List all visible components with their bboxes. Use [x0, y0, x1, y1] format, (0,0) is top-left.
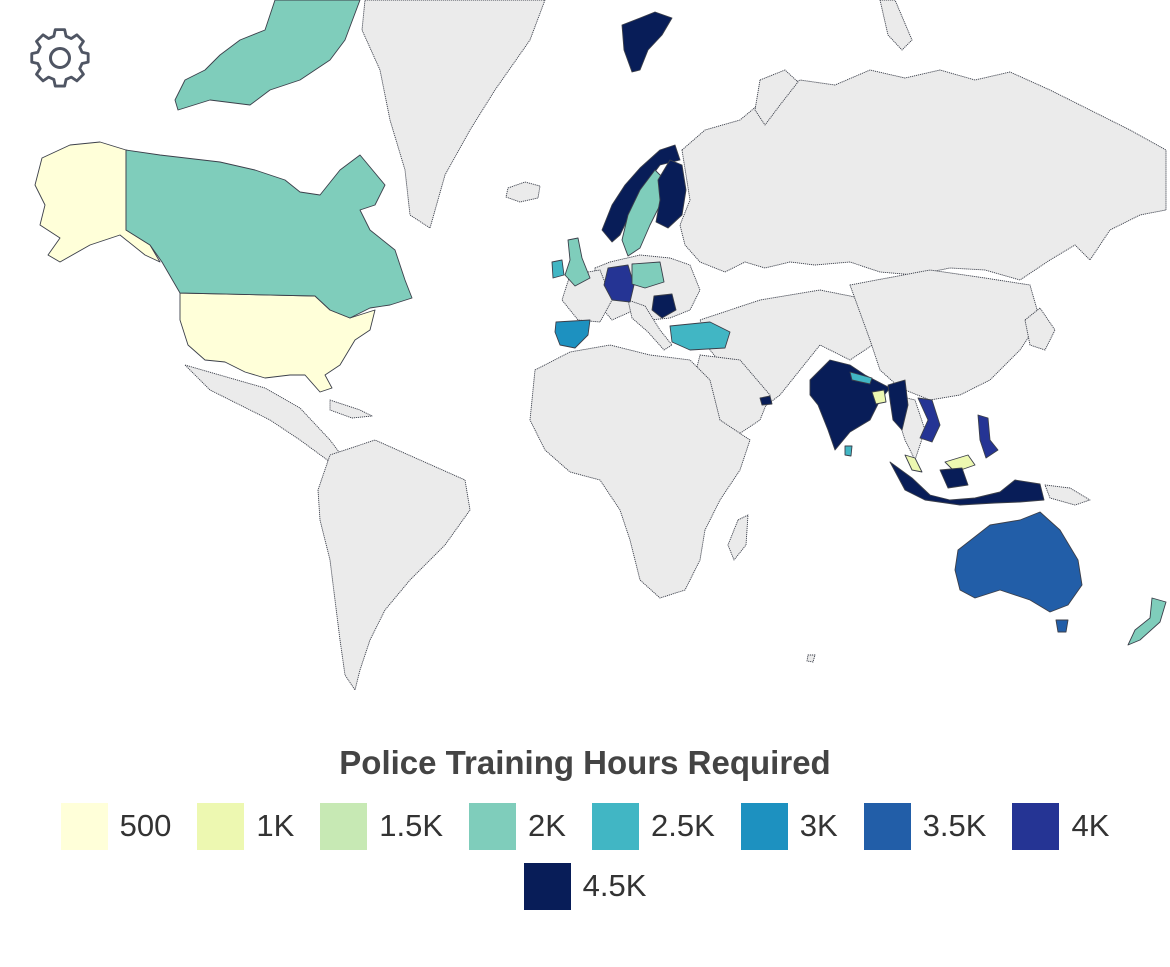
legend-swatch [1012, 802, 1060, 850]
greenland[interactable] [361, 0, 546, 229]
legend-label: 4.5K [582, 868, 647, 903]
country-sri-lanka[interactable] [844, 445, 853, 457]
legend-title: Police Training Hours Required [339, 744, 831, 781]
legend-label: 2.5K [650, 808, 715, 843]
country-svalbard[interactable] [621, 11, 673, 73]
country-romania[interactable] [651, 293, 677, 319]
legend-label: 3K [799, 808, 838, 843]
legend-label: 1.5K [379, 808, 444, 843]
legend-swatch [469, 802, 517, 850]
country-usa[interactable] [179, 292, 376, 393]
korea-japan[interactable] [1024, 307, 1056, 351]
small-island[interactable] [806, 654, 816, 663]
legend-swatch [863, 802, 911, 850]
settings-button[interactable] [28, 26, 92, 90]
country-myanmar[interactable] [887, 379, 909, 431]
country-nepal[interactable] [849, 371, 873, 385]
china-mongolia[interactable] [849, 269, 1041, 401]
world-map[interactable] [0, 0, 1170, 720]
legend-item[interactable]: 1.5K [320, 800, 443, 852]
arctic-islands[interactable] [879, 0, 913, 51]
legend-label: 500 [119, 808, 172, 843]
country-vietnam[interactable] [917, 397, 941, 443]
country-uk[interactable] [564, 237, 591, 287]
country-poland[interactable] [631, 261, 665, 289]
italy-balkans[interactable] [627, 299, 673, 351]
mexico-central-america[interactable] [184, 364, 346, 463]
legend-label: 4K [1071, 808, 1110, 843]
country-tasmania[interactable] [1055, 619, 1069, 633]
gear-icon [30, 28, 90, 88]
country-bangladesh[interactable] [871, 389, 887, 405]
country-ireland[interactable] [551, 259, 565, 279]
choropleth-countries [34, 0, 1167, 646]
legend-swatch [591, 802, 639, 850]
arabia[interactable] [694, 354, 771, 441]
novaya-zemlya[interactable] [754, 69, 799, 126]
country-norway[interactable] [601, 144, 681, 243]
legend-item[interactable]: 3K [740, 800, 838, 852]
country-australia[interactable] [954, 511, 1083, 613]
russia[interactable] [679, 69, 1167, 281]
legend-item[interactable]: 4.5K [523, 860, 647, 912]
country-philippines[interactable] [977, 414, 999, 459]
legend-swatch [740, 802, 788, 850]
legend-swatch [60, 802, 108, 850]
country-canada-arctic[interactable] [174, 0, 361, 111]
legend: 500 1K 1.5K 2K 2.5K 3K 3.5K 4K 4.5K [12, 800, 1158, 912]
country-canada[interactable] [125, 149, 413, 319]
country-indonesia[interactable] [889, 461, 1045, 506]
africa[interactable] [529, 344, 751, 599]
legend-swatch [320, 802, 368, 850]
country-spain[interactable] [554, 319, 591, 349]
legend-item[interactable]: 3.5K [863, 800, 987, 852]
legend-item[interactable]: 4K [1012, 800, 1109, 852]
legend-swatch [197, 802, 245, 850]
legend-item[interactable]: 2.5K [591, 800, 715, 852]
legend-swatch [523, 862, 571, 910]
caribbean[interactable] [329, 399, 373, 419]
madagascar[interactable] [727, 514, 749, 561]
country-new-zealand[interactable] [1127, 597, 1167, 646]
iceland[interactable] [505, 181, 541, 203]
country-finland[interactable] [655, 159, 687, 229]
world-map-svg[interactable] [0, 0, 1170, 720]
papua[interactable] [1044, 484, 1091, 506]
south-america[interactable] [317, 439, 471, 691]
country-turkey[interactable] [669, 321, 731, 351]
legend-label: 1K [256, 808, 295, 843]
legend-label: 3.5K [922, 808, 987, 843]
legend-item[interactable]: 1K [197, 800, 294, 852]
legend-item[interactable]: 500 [60, 800, 172, 852]
country-uae[interactable] [759, 395, 773, 406]
legend-item[interactable]: 2K [469, 800, 566, 852]
country-germany[interactable] [603, 264, 635, 303]
legend-label: 2K [528, 808, 566, 843]
